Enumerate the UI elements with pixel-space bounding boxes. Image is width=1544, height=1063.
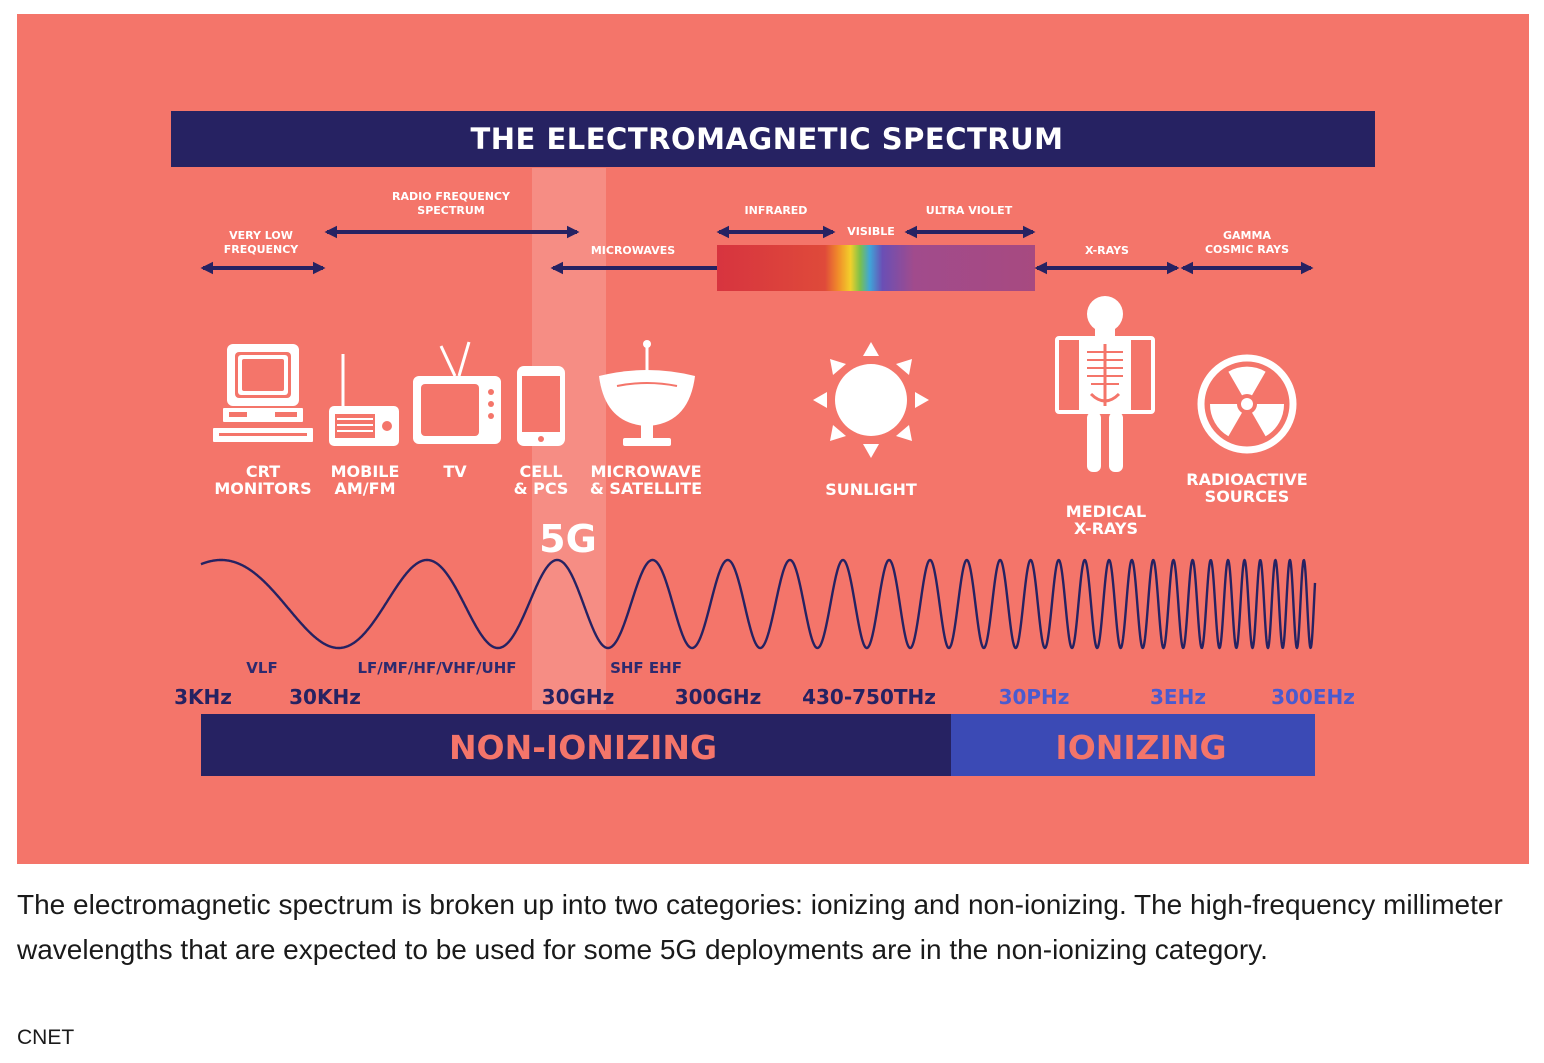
frequency-wave: [200, 558, 1317, 650]
cell-phone-icon: [517, 366, 565, 446]
source-label-radioactive-sources: RADIOACTIVE: [1186, 470, 1307, 489]
source-label-mobile-am-fm: MOBILE: [331, 462, 400, 481]
5g-label: 5G: [539, 517, 597, 561]
tv-icon: [413, 341, 501, 444]
visible-spectrum-gradient: [717, 245, 1035, 291]
band-label-gamma-line2: COSMIC RAYS: [1205, 243, 1289, 256]
title-bar: [171, 111, 1375, 167]
designation-vlf: VLF: [246, 659, 277, 677]
band-label-infrared: INFRARED: [745, 204, 808, 217]
sun-icon: [813, 342, 929, 458]
band-label-x-rays: X-RAYS: [1085, 244, 1129, 257]
band-label-visible: VISIBLE: [847, 225, 895, 238]
designation-shf-ehf: SHF EHF: [610, 659, 682, 677]
source-label-crt-monitors-line2: MONITORS: [214, 479, 311, 498]
non-ionizing-bar: [201, 714, 951, 776]
source-label-microwave-satellite-line2: & SATELLITE: [590, 479, 702, 498]
frequency-label-30phz: 30PHz: [999, 685, 1070, 709]
band-label-radio-frequency: RADIO FREQUENCY: [392, 190, 511, 203]
ionizing-label: IONIZING: [1055, 728, 1226, 767]
source-label-crt-monitors: CRT: [246, 462, 280, 481]
source-label-cell-pcs-line2: & PCS: [514, 479, 569, 498]
designation-lf-mf-hf-vhf-uhf: LF/MF/HF/VHF/UHF: [357, 659, 516, 677]
source-label-cell-pcs: CELL: [519, 462, 562, 481]
source-label-mobile-am-fm-line2: AM/FM: [335, 479, 396, 498]
frequency-label-300ghz: 300GHz: [675, 685, 762, 709]
frequency-label-30ghz: 30GHz: [542, 685, 615, 709]
image-caption: The electromagnetic spectrum is broken u…: [17, 889, 1503, 965]
band-label-very-low-frequency-line2: FREQUENCY: [224, 243, 300, 256]
frequency-label-3khz: 3KHz: [174, 685, 232, 709]
source-label-radioactive-sources-line2: SOURCES: [1205, 487, 1290, 506]
band-label-very-low-frequency: VERY LOW: [229, 229, 293, 242]
source-label-medical-x-rays: MEDICAL: [1066, 502, 1146, 521]
frequency-label-30khz: 30KHz: [289, 685, 361, 709]
source-label-microwave-satellite: MICROWAVE: [590, 462, 701, 481]
source-label-sunlight: SUNLIGHT: [825, 480, 917, 499]
crt-monitor-icon: [213, 344, 313, 442]
band-label-radio-frequency-line2: SPECTRUM: [417, 204, 484, 217]
electromagnetic-spectrum-infographic: THE ELECTROMAGNETIC SPECTRUM VERY LOW FR…: [17, 14, 1529, 864]
frequency-label-430-750thz: 430-750THz: [802, 685, 936, 709]
frequency-label-3ehz: 3EHz: [1150, 685, 1206, 709]
image-credit: CNET: [17, 1026, 75, 1049]
radio-icon: [329, 354, 399, 446]
source-label-medical-x-rays-line2: X-RAYS: [1074, 519, 1138, 538]
frequency-label-300ehz: 300EHz: [1271, 685, 1355, 709]
radioactive-icon: [1197, 354, 1297, 454]
satellite-dish-icon: [599, 340, 695, 446]
title-text: THE ELECTROMAGNETIC SPECTRUM: [471, 122, 1064, 156]
band-label-gamma: GAMMA: [1223, 229, 1271, 242]
ionizing-bar: [951, 714, 1315, 776]
xray-figure-icon: [1055, 296, 1155, 472]
non-ionizing-label: NON-IONIZING: [449, 728, 717, 767]
band-label-microwaves: MICROWAVES: [591, 244, 675, 257]
source-label-tv: TV: [443, 462, 467, 481]
band-label-ultra-violet: ULTRA VIOLET: [926, 204, 1013, 217]
